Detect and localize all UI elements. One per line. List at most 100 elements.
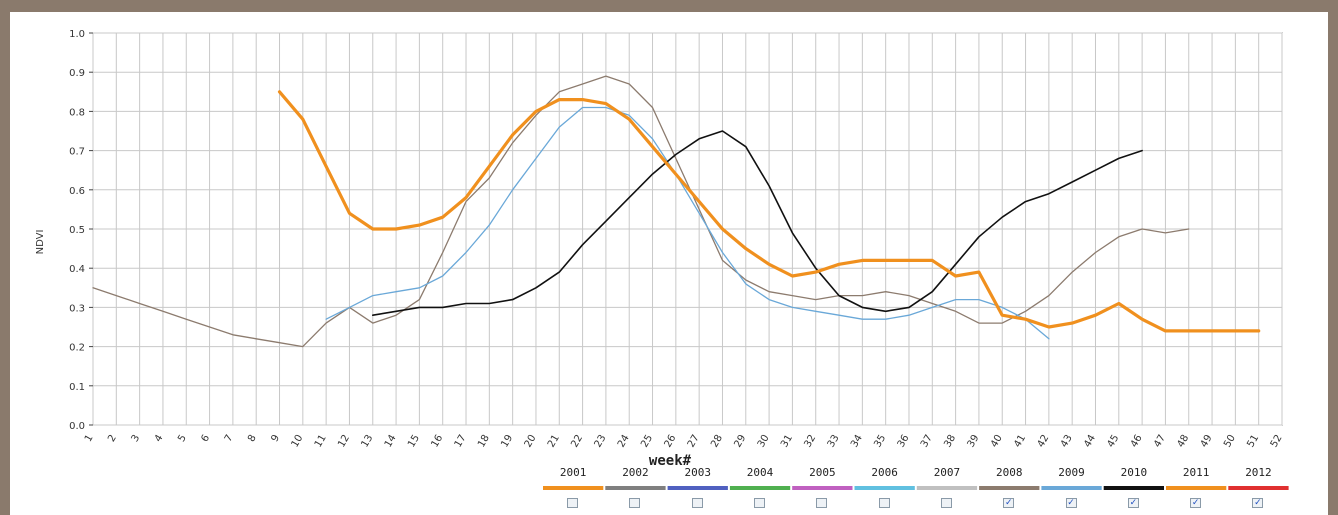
legend-year-2006: 2006 — [871, 466, 898, 479]
legend-swatch-2007 — [916, 486, 978, 490]
x-tick-label: 32 — [802, 433, 818, 450]
x-tick-label: 31 — [779, 433, 795, 450]
legend-checkbox-2006[interactable] — [878, 498, 890, 508]
legend-swatch-2012 — [1228, 486, 1289, 490]
legend-checkbox-2012[interactable]: ✓ — [1252, 498, 1264, 508]
x-tick-label: 23 — [593, 433, 609, 450]
legend-checkbox-2005[interactable] — [816, 498, 828, 508]
x-tick-label: 11 — [313, 433, 329, 450]
legend-checkbox-2004[interactable] — [754, 498, 766, 508]
x-tick-label: 34 — [849, 433, 865, 450]
x-tick-label: 8 — [246, 433, 259, 444]
legend-swatch-2011 — [1166, 486, 1227, 490]
legend-year-2001: 2001 — [560, 466, 587, 479]
x-tick-label: 40 — [989, 433, 1005, 450]
y-axis-label: NDVI — [35, 230, 46, 255]
y-tick-label: 0.8 — [69, 107, 85, 118]
y-tick-label: 0.1 — [69, 382, 85, 393]
x-tick-label: 46 — [1129, 433, 1145, 450]
y-tick-label: 0.9 — [69, 68, 85, 79]
x-tick-label: 18 — [476, 433, 492, 450]
x-tick-label: 16 — [429, 433, 445, 450]
x-tick-label: 20 — [523, 433, 539, 450]
legend: 2001 2002 2003 2004 2005 2006 2007 2008 2009 2010… — [543, 466, 1289, 490]
x-axis: 1 2 3 4 5 6 7 8 9 10 11 12 13 14 15 16 17 18 19 20 21 22 23 24 2… — [83, 433, 1285, 450]
series-line-2009 — [325, 106, 1050, 340]
x-tick-label: 51 — [1245, 433, 1261, 450]
x-tick-label: 12 — [336, 433, 352, 450]
x-tick-label: 15 — [406, 433, 422, 450]
series-line-2008 — [92, 75, 1190, 348]
legend-swatch-2004 — [729, 486, 791, 490]
x-tick-label: 9 — [269, 433, 282, 444]
y-tick-label: 0.0 — [69, 421, 85, 432]
legend-checkbox-2003[interactable] — [691, 498, 703, 508]
series-line-2010 — [371, 130, 1143, 317]
x-tick-label: 6 — [199, 433, 212, 444]
legend-year-2011: 2011 — [1183, 466, 1210, 479]
x-tick-label: 1 — [83, 433, 96, 444]
series-line-2011 — [277, 90, 1261, 333]
y-tick-label: 0.6 — [69, 186, 85, 197]
x-tick-label: 30 — [756, 433, 772, 450]
legend-checkbox-2002[interactable] — [629, 498, 641, 508]
x-tick-label: 3 — [130, 433, 143, 444]
legend-swatch-2010 — [1103, 486, 1164, 490]
y-tick-label: 1.0 — [69, 29, 85, 40]
y-tick-label: 0.4 — [69, 264, 85, 275]
legend-checkbox-2001[interactable] — [567, 498, 579, 508]
legend-swatch-2009 — [1041, 486, 1102, 490]
legend-checkbox-2007[interactable] — [940, 498, 952, 508]
legend-swatch-2001 — [543, 486, 604, 490]
x-tick-label: 42 — [1036, 433, 1052, 450]
x-tick-label: 17 — [453, 433, 469, 450]
legend-year-2008: 2008 — [996, 466, 1023, 479]
legend-year-2005: 2005 — [809, 466, 836, 479]
x-tick-label: 19 — [499, 433, 515, 450]
legend-year-2010: 2010 — [1121, 466, 1148, 479]
legend-swatch-2008 — [979, 486, 1040, 490]
legend-swatch-2006 — [854, 486, 915, 490]
legend-checkbox-2009[interactable]: ✓ — [1065, 498, 1077, 508]
x-tick-label: 4 — [153, 433, 166, 444]
x-tick-label: 13 — [359, 433, 375, 450]
x-tick-label: 14 — [383, 433, 399, 450]
legend-year-2012: 2012 — [1245, 466, 1272, 479]
x-tick-label: 10 — [290, 433, 306, 450]
x-tick-label: 43 — [1059, 433, 1075, 450]
x-tick-label: 44 — [1082, 433, 1098, 450]
legend-year-2009: 2009 — [1058, 466, 1085, 479]
y-axis: 0.0 0.1 0.2 0.3 0.4 0.5 0.6 0.7 0.8 0.9 1.0 — [69, 29, 93, 432]
legend-checkbox-2011[interactable]: ✓ — [1190, 498, 1202, 508]
legend-checkbox-2008[interactable]: ✓ — [1003, 498, 1015, 508]
legend-checkbox-2010[interactable]: ✓ — [1127, 498, 1139, 508]
legend-swatch-2002 — [605, 486, 666, 490]
x-tick-label: 21 — [546, 433, 562, 450]
x-tick-label: 7 — [223, 433, 236, 444]
y-tick-label: 0.2 — [69, 343, 85, 354]
x-tick-label: 35 — [872, 433, 888, 450]
y-tick-label: 0.5 — [69, 225, 85, 236]
x-tick-label: 24 — [616, 433, 632, 450]
x-tick-label: 41 — [1012, 433, 1028, 450]
x-tick-label: 28 — [709, 433, 725, 450]
gridlines — [92, 32, 1283, 426]
y-tick-label: 0.3 — [69, 303, 85, 314]
x-tick-label: 2 — [106, 433, 119, 444]
legend-year-2003: 2003 — [685, 466, 712, 479]
x-tick-label: 45 — [1106, 433, 1122, 450]
x-tick-label: 29 — [732, 433, 748, 450]
x-tick-label: 25 — [639, 433, 655, 450]
x-tick-label: 22 — [569, 433, 585, 450]
x-tick-label: 36 — [896, 433, 912, 450]
legend-year-2004: 2004 — [747, 466, 774, 479]
legend-swatch-2005 — [792, 486, 853, 490]
x-tick-label: 47 — [1152, 433, 1168, 450]
x-tick-label: 39 — [966, 433, 982, 450]
legend-year-2007: 2007 — [934, 466, 961, 479]
x-tick-label: 49 — [1199, 433, 1215, 450]
x-tick-label: 38 — [942, 433, 958, 450]
series-lines — [92, 75, 1261, 348]
